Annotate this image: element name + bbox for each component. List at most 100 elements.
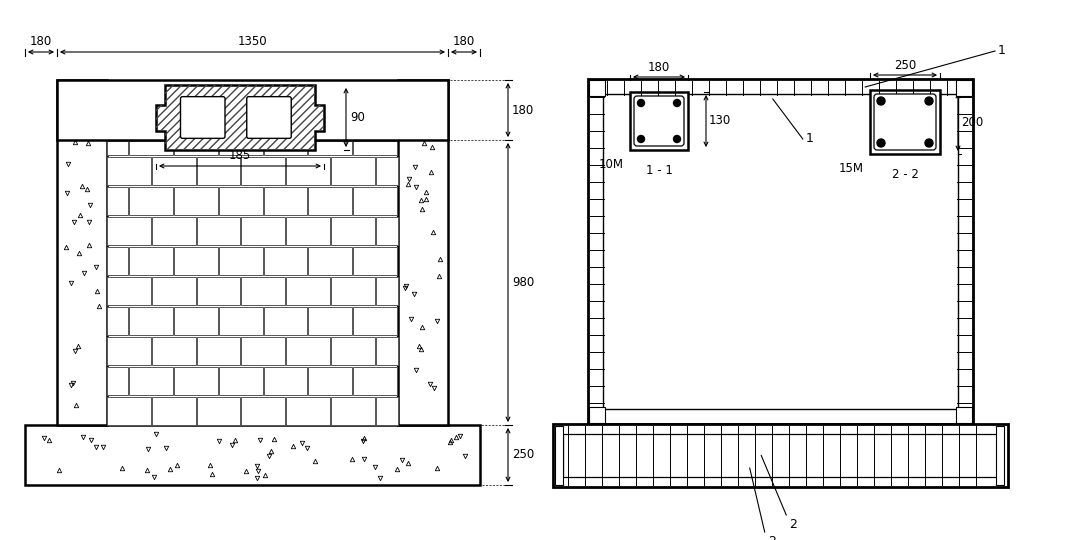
FancyBboxPatch shape bbox=[180, 97, 225, 138]
Bar bbox=[219, 367, 263, 395]
Circle shape bbox=[926, 97, 933, 105]
Bar bbox=[264, 186, 307, 215]
Bar bbox=[375, 396, 398, 425]
Bar bbox=[354, 307, 397, 335]
Bar bbox=[107, 140, 128, 155]
Bar bbox=[308, 246, 353, 275]
Text: 130: 130 bbox=[709, 114, 731, 127]
Bar bbox=[129, 246, 174, 275]
Bar bbox=[152, 217, 195, 245]
Bar bbox=[286, 276, 330, 305]
Text: 180: 180 bbox=[648, 61, 671, 74]
Bar bbox=[129, 307, 174, 335]
Bar bbox=[196, 276, 240, 305]
Text: 180: 180 bbox=[452, 35, 475, 48]
Bar bbox=[219, 186, 263, 215]
FancyBboxPatch shape bbox=[875, 94, 936, 150]
Bar bbox=[603, 94, 958, 409]
Text: 1 - 1: 1 - 1 bbox=[646, 164, 673, 177]
Text: 2: 2 bbox=[768, 535, 776, 540]
Text: 2: 2 bbox=[789, 518, 797, 531]
Text: 1: 1 bbox=[806, 132, 814, 145]
Bar bbox=[129, 140, 174, 155]
Bar bbox=[264, 246, 307, 275]
Bar bbox=[331, 336, 374, 365]
Bar bbox=[308, 140, 353, 155]
Bar bbox=[308, 186, 353, 215]
Bar bbox=[375, 336, 398, 365]
Bar bbox=[630, 92, 688, 150]
Bar bbox=[241, 276, 285, 305]
Bar bbox=[241, 336, 285, 365]
Text: 10M: 10M bbox=[599, 158, 624, 171]
Circle shape bbox=[877, 139, 885, 147]
Circle shape bbox=[638, 136, 644, 143]
Bar bbox=[264, 367, 307, 395]
Bar bbox=[107, 367, 128, 395]
Bar bbox=[107, 276, 151, 305]
Bar bbox=[331, 276, 374, 305]
Bar bbox=[107, 336, 151, 365]
Bar bbox=[286, 336, 330, 365]
Bar bbox=[589, 80, 605, 96]
Bar bbox=[354, 246, 397, 275]
Text: 250: 250 bbox=[894, 59, 916, 72]
Bar bbox=[241, 396, 285, 425]
Bar bbox=[107, 140, 398, 425]
Bar bbox=[175, 307, 218, 335]
FancyBboxPatch shape bbox=[246, 97, 291, 138]
Bar bbox=[375, 157, 398, 185]
Bar bbox=[331, 157, 374, 185]
Bar bbox=[556, 426, 563, 485]
Text: 1: 1 bbox=[998, 44, 1006, 57]
Circle shape bbox=[638, 99, 644, 106]
Bar bbox=[196, 336, 240, 365]
Circle shape bbox=[674, 136, 680, 143]
Bar bbox=[175, 367, 218, 395]
Bar bbox=[553, 424, 1008, 487]
Circle shape bbox=[674, 99, 680, 106]
Text: 1350: 1350 bbox=[238, 35, 267, 48]
Bar bbox=[996, 426, 1004, 485]
FancyBboxPatch shape bbox=[634, 96, 684, 146]
Bar bbox=[58, 80, 448, 140]
Bar bbox=[196, 157, 240, 185]
Text: 15M: 15M bbox=[839, 162, 864, 175]
Bar bbox=[152, 396, 195, 425]
Bar bbox=[196, 217, 240, 245]
Bar bbox=[152, 336, 195, 365]
Text: 250: 250 bbox=[512, 449, 534, 462]
Bar bbox=[196, 396, 240, 425]
Bar bbox=[219, 307, 263, 335]
Bar bbox=[375, 276, 398, 305]
Bar bbox=[219, 140, 263, 155]
Bar bbox=[152, 157, 195, 185]
Bar bbox=[107, 217, 151, 245]
Bar bbox=[152, 276, 195, 305]
Bar bbox=[375, 217, 398, 245]
Text: 980: 980 bbox=[512, 276, 534, 289]
Bar bbox=[589, 407, 605, 423]
Bar bbox=[175, 186, 218, 215]
Bar bbox=[58, 80, 107, 425]
Bar bbox=[264, 307, 307, 335]
Bar bbox=[286, 157, 330, 185]
Bar bbox=[107, 396, 151, 425]
Text: 185: 185 bbox=[229, 149, 251, 162]
Text: 180: 180 bbox=[512, 104, 534, 117]
Bar bbox=[219, 246, 263, 275]
Bar bbox=[241, 217, 285, 245]
Text: 2 - 2: 2 - 2 bbox=[892, 168, 918, 181]
Bar bbox=[398, 80, 448, 425]
Bar bbox=[264, 140, 307, 155]
Bar bbox=[308, 307, 353, 335]
Bar bbox=[286, 217, 330, 245]
Bar bbox=[107, 157, 151, 185]
Bar bbox=[175, 246, 218, 275]
Bar bbox=[354, 186, 397, 215]
Circle shape bbox=[926, 139, 933, 147]
Text: 180: 180 bbox=[30, 35, 52, 48]
Bar bbox=[588, 79, 973, 424]
Bar bbox=[107, 246, 128, 275]
Bar bbox=[175, 140, 218, 155]
